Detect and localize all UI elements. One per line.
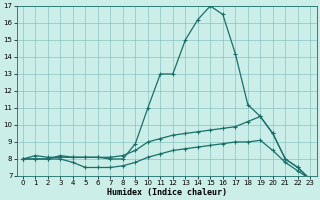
X-axis label: Humidex (Indice chaleur): Humidex (Indice chaleur) (107, 188, 227, 197)
